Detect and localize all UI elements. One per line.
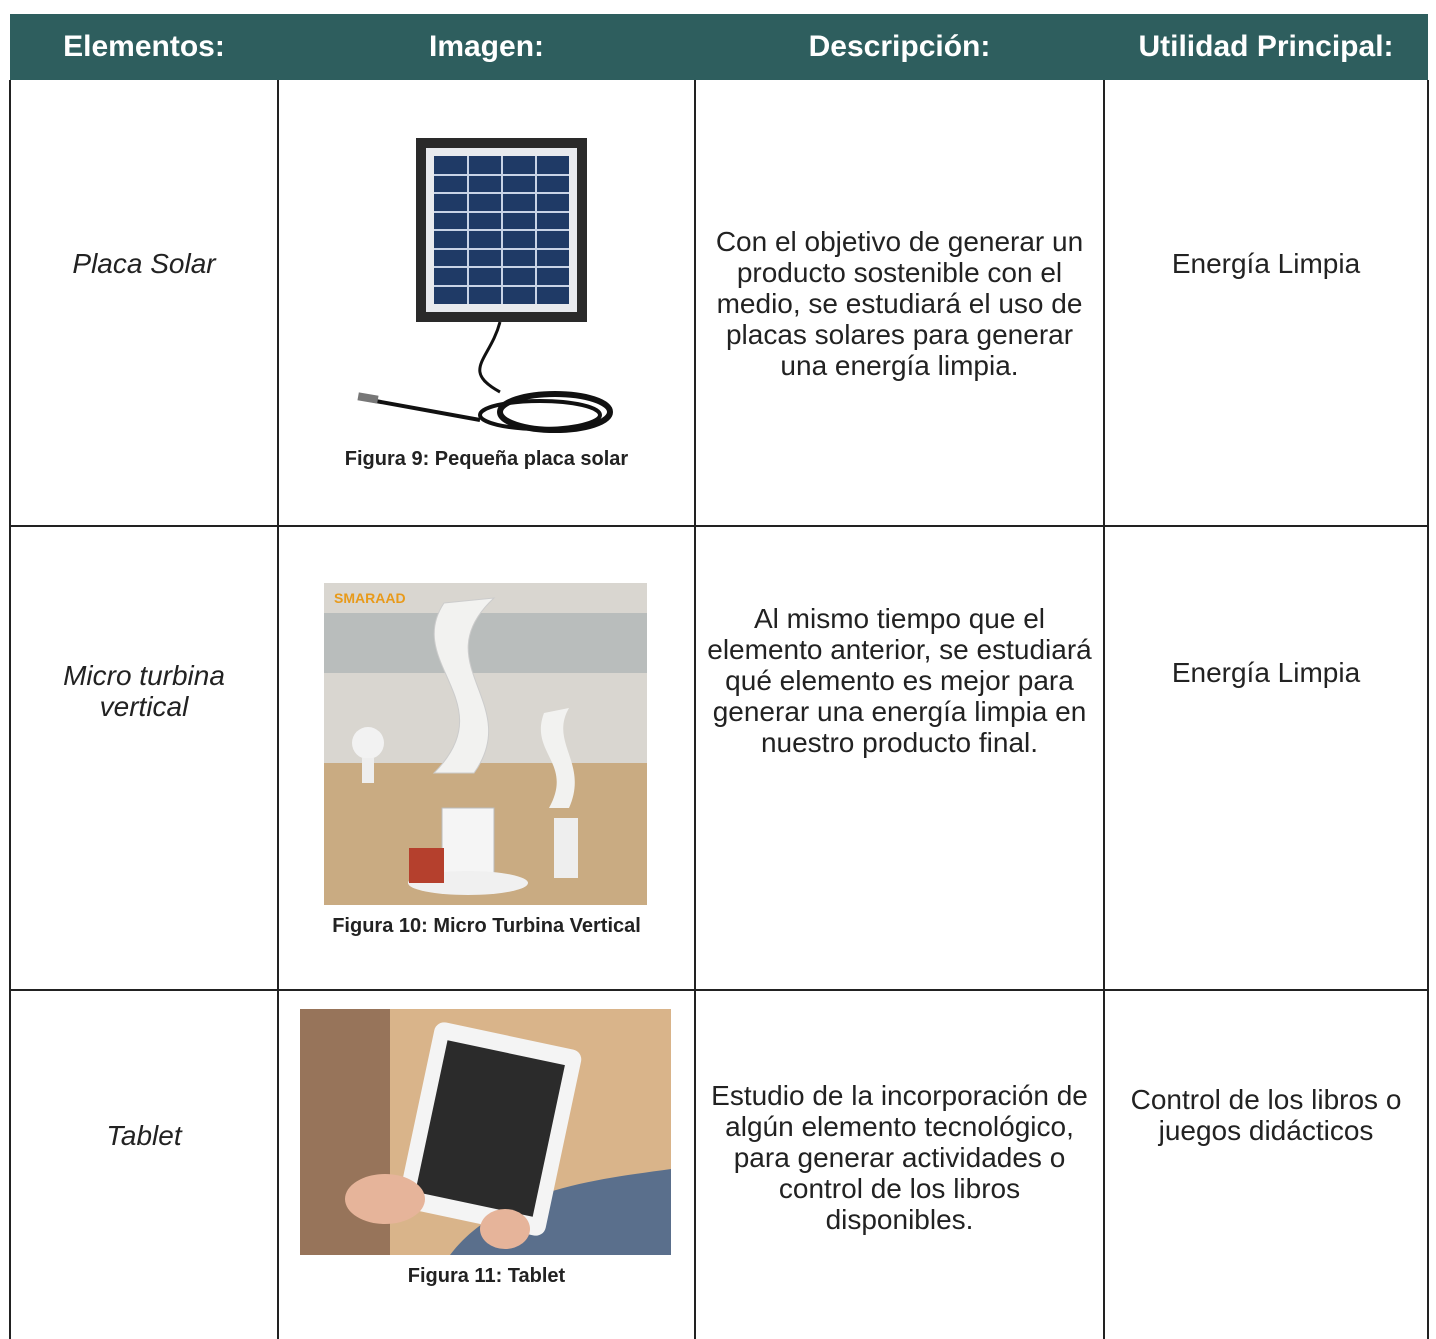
figure-caption: Figura 9: Pequeña placa solar — [344, 448, 629, 470]
border — [10, 989, 1428, 991]
utility: Energía Limpia — [1171, 656, 1361, 688]
header-cell: Descripción: — [695, 14, 1104, 80]
figure-caption: Figura 10: Micro Turbina Vertical — [332, 915, 641, 937]
solar-panel-image — [357, 138, 613, 433]
border — [1427, 80, 1429, 1339]
border — [694, 80, 696, 1339]
border — [10, 525, 1428, 527]
element-name: Placa Solar — [72, 247, 216, 279]
header-cell: Imagen: — [278, 14, 695, 80]
element-name: Tablet — [106, 1119, 182, 1151]
element-name: Micro turbina vertical — [63, 660, 225, 722]
border — [277, 80, 279, 1339]
header-cell: Utilidad Principal: — [1104, 14, 1428, 80]
turbine-image: SMARAAD — [324, 583, 647, 905]
description: Estudio de la incorporación de algún ele… — [711, 1080, 1088, 1235]
utility: Control de los libros o juegos didáctico… — [1130, 1084, 1402, 1146]
header-cell: Elementos: — [10, 14, 278, 80]
figure-caption: Figura 11: Tablet — [407, 1265, 566, 1287]
svg-text:SMARAAD: SMARAAD — [334, 590, 406, 606]
utility: Energía Limpia — [1171, 247, 1361, 279]
border — [1103, 80, 1105, 1339]
description: Con el objetivo de generar un producto s… — [715, 225, 1084, 381]
description: Al mismo tiempo que el elemento anterior… — [707, 602, 1092, 758]
border — [9, 80, 11, 1339]
tablet-image — [300, 1009, 671, 1255]
